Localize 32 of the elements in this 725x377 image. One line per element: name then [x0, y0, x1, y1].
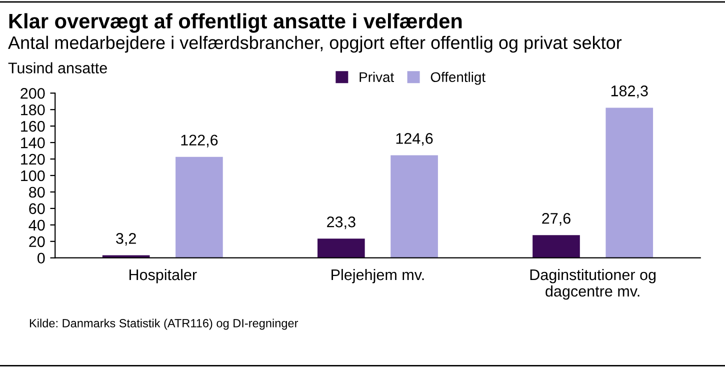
legend-label: Privat — [360, 72, 394, 82]
data-label: 182,3 — [611, 86, 648, 98]
bar — [318, 238, 365, 258]
x-tick-label: Hospitaler — [130, 268, 197, 284]
x-tick-label: Plejehjem mv. — [332, 268, 424, 284]
data-label: 124,6 — [396, 133, 433, 146]
chart-title: Klar overvægt af offentligt ansatte i velfærden — [9, 13, 462, 33]
y-tick-label: 0 — [37, 252, 45, 264]
y-tick-label: 160 — [21, 120, 45, 132]
chart-subtitle: Antal medarbejdere i velfærdsbrancher, opgjort efter offentlig og privat sektor — [8, 36, 622, 53]
y-tick-label: 200 — [20, 88, 45, 99]
legend-label: Offentligt — [430, 72, 486, 85]
y-tick-label: 180 — [21, 104, 45, 116]
bar — [390, 155, 438, 258]
y-tick-label: 60 — [29, 203, 45, 214]
y-tick-label: 40 — [28, 220, 45, 231]
data-label: 23,3 — [327, 216, 356, 230]
bar — [606, 108, 654, 258]
bar — [176, 156, 223, 258]
data-label: 122,6 — [181, 134, 218, 148]
text: Kilde: Danmarks Statistik (ATR116) og DI-regninger — [30, 318, 298, 330]
y-tick-label: 140 — [21, 137, 45, 148]
y-tick-label: 100 — [21, 170, 45, 182]
y-axis-title: Tusind ansatte — [8, 62, 107, 74]
x-tick-label: Daginstitutioner og dagcentre mv. — [530, 268, 656, 300]
data-label: 27,6 — [542, 212, 570, 226]
y-tick-label: 120 — [21, 154, 45, 165]
bar — [102, 255, 150, 258]
y-tick-label: 80 — [29, 186, 45, 198]
bar — [532, 235, 580, 258]
y-tick-label: 20 — [29, 236, 45, 248]
data-label: 3,2 — [116, 233, 136, 246]
